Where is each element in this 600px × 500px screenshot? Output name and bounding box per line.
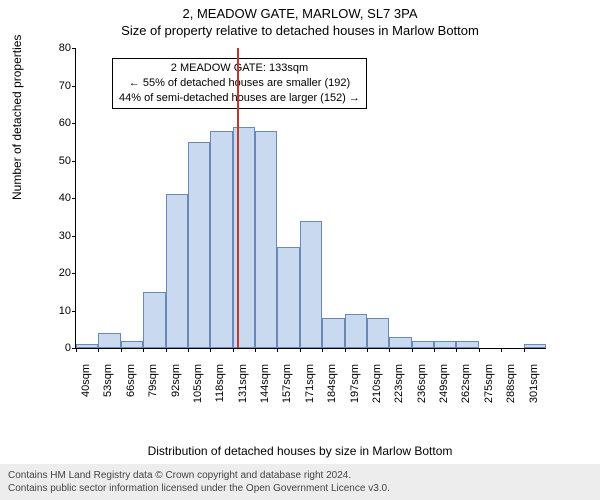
chart-area: 2 MEADOW GATE: 133sqm ← 55% of detached … xyxy=(60,48,560,378)
histogram-bar xyxy=(345,314,367,348)
histogram-bar xyxy=(233,127,255,348)
x-tick-mark xyxy=(188,348,189,352)
x-tick-label: 262sqm xyxy=(460,364,472,404)
page-title-line1: 2, MEADOW GATE, MARLOW, SL7 3PA xyxy=(0,6,600,21)
annotation-line3: 44% of semi-detached houses are larger (… xyxy=(119,91,360,106)
x-tick-mark xyxy=(300,348,301,352)
y-tick-mark xyxy=(72,311,76,312)
x-tick-label: 275sqm xyxy=(483,364,495,404)
histogram-bar xyxy=(143,292,165,348)
y-tick-mark xyxy=(72,273,76,274)
x-tick-mark xyxy=(233,348,234,352)
x-tick-label: 105sqm xyxy=(192,364,204,404)
y-tick-label: 60 xyxy=(41,117,71,129)
annotation-line1: 2 MEADOW GATE: 133sqm xyxy=(119,61,360,76)
histogram-bar xyxy=(98,333,120,348)
x-tick-label: 197sqm xyxy=(349,364,361,404)
page-title-line2: Size of property relative to detached ho… xyxy=(0,23,600,38)
x-tick-mark xyxy=(277,348,278,352)
y-tick-mark xyxy=(72,48,76,49)
plot-region: 2 MEADOW GATE: 133sqm ← 55% of detached … xyxy=(75,48,546,349)
y-tick-label: 80 xyxy=(41,42,71,54)
histogram-bar xyxy=(434,341,456,349)
x-tick-label: 40sqm xyxy=(80,364,92,404)
x-tick-label: 53sqm xyxy=(102,364,114,404)
x-tick-mark xyxy=(479,348,480,352)
x-tick-mark xyxy=(166,348,167,352)
x-tick-label: 210sqm xyxy=(371,364,383,404)
y-tick-mark xyxy=(72,86,76,87)
x-tick-mark xyxy=(255,348,256,352)
x-tick-label: 288sqm xyxy=(505,364,517,404)
x-tick-label: 79sqm xyxy=(147,364,159,404)
x-tick-mark xyxy=(456,348,457,352)
x-tick-mark xyxy=(121,348,122,352)
x-tick-mark xyxy=(501,348,502,352)
histogram-bar xyxy=(389,337,411,348)
histogram-bar xyxy=(255,131,277,349)
x-tick-label: 236sqm xyxy=(416,364,428,404)
y-tick-mark xyxy=(72,123,76,124)
x-tick-label: 223sqm xyxy=(393,364,405,404)
y-tick-label: 20 xyxy=(41,267,71,279)
histogram-bar xyxy=(121,341,143,349)
x-tick-mark xyxy=(412,348,413,352)
x-tick-mark xyxy=(434,348,435,352)
x-tick-mark xyxy=(143,348,144,352)
y-tick-mark xyxy=(72,198,76,199)
y-tick-mark xyxy=(72,161,76,162)
x-tick-label: 131sqm xyxy=(237,364,249,404)
x-tick-mark xyxy=(322,348,323,352)
footer-line1: Contains HM Land Registry data © Crown c… xyxy=(8,469,592,482)
histogram-bar xyxy=(188,142,210,348)
histogram-bar xyxy=(524,344,546,348)
property-marker-line xyxy=(237,48,239,348)
histogram-bar xyxy=(277,247,299,348)
y-tick-mark xyxy=(72,236,76,237)
histogram-bar xyxy=(367,318,389,348)
x-tick-label: 92sqm xyxy=(170,364,182,404)
x-tick-label: 157sqm xyxy=(281,364,293,404)
footer-line2: Contains public sector information licen… xyxy=(8,482,592,495)
x-tick-label: 171sqm xyxy=(304,364,316,404)
histogram-bar xyxy=(300,221,322,349)
y-tick-label: 30 xyxy=(41,230,71,242)
x-tick-mark xyxy=(345,348,346,352)
histogram-bar xyxy=(412,341,434,349)
x-tick-label: 249sqm xyxy=(438,364,450,404)
histogram-bar xyxy=(76,344,98,348)
histogram-bar xyxy=(210,131,232,349)
x-axis-label: Distribution of detached houses by size … xyxy=(0,444,600,458)
y-tick-label: 10 xyxy=(41,305,71,317)
x-tick-mark xyxy=(76,348,77,352)
title-block: 2, MEADOW GATE, MARLOW, SL7 3PA Size of … xyxy=(0,0,600,38)
footer: Contains HM Land Registry data © Crown c… xyxy=(0,464,600,500)
histogram-bar xyxy=(322,318,344,348)
x-tick-label: 184sqm xyxy=(326,364,338,404)
x-tick-label: 66sqm xyxy=(125,364,137,404)
y-axis-label: Number of detached properties xyxy=(10,35,24,200)
y-tick-label: 70 xyxy=(41,80,71,92)
x-tick-mark xyxy=(524,348,525,352)
y-tick-label: 40 xyxy=(41,192,71,204)
annotation-box: 2 MEADOW GATE: 133sqm ← 55% of detached … xyxy=(112,58,367,109)
x-tick-label: 118sqm xyxy=(214,364,226,404)
histogram-bar xyxy=(456,341,478,349)
annotation-line2: ← 55% of detached houses are smaller (19… xyxy=(119,76,360,91)
y-tick-label: 0 xyxy=(41,342,71,354)
x-tick-label: 301sqm xyxy=(528,364,540,404)
x-tick-mark xyxy=(367,348,368,352)
x-tick-label: 144sqm xyxy=(259,364,271,404)
y-tick-label: 50 xyxy=(41,155,71,167)
x-tick-mark xyxy=(98,348,99,352)
histogram-bar xyxy=(166,194,188,348)
x-tick-mark xyxy=(210,348,211,352)
x-tick-mark xyxy=(389,348,390,352)
